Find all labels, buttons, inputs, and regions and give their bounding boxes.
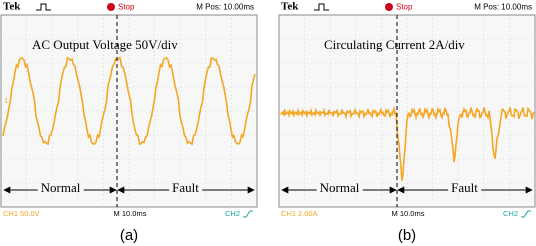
region-label: Fault bbox=[451, 180, 478, 195]
stop-dot bbox=[107, 3, 115, 11]
caption: (a) bbox=[120, 227, 138, 244]
channel-1-scale: 50.0V bbox=[20, 209, 40, 218]
channel-1: CH1 bbox=[3, 209, 18, 218]
channel-2: CH2 bbox=[503, 209, 518, 218]
channel-1-scale: 2.00A bbox=[298, 209, 318, 218]
channel-marker: 1 bbox=[4, 98, 8, 105]
status: Stop bbox=[118, 3, 135, 12]
region-label: Normal bbox=[320, 180, 360, 195]
region-label: Normal bbox=[41, 180, 81, 195]
trigger-icon bbox=[36, 4, 51, 10]
position: M Pos: 10.00ms bbox=[474, 3, 532, 12]
caption: (b) bbox=[398, 227, 416, 244]
brand: Tek bbox=[3, 1, 21, 13]
region-label: Fault bbox=[172, 180, 199, 195]
trigger-icon bbox=[314, 4, 329, 10]
stop-dot bbox=[385, 3, 393, 11]
channel-2: CH2 bbox=[225, 209, 240, 218]
position: M Pos: 10.00ms bbox=[196, 3, 254, 12]
figure: Tek Stop M Pos: 10.00ms 1 AC Output Voltage … bbox=[0, 0, 536, 246]
channel-1: CH1 bbox=[281, 209, 296, 218]
brand: Tek bbox=[281, 1, 299, 13]
status: Stop bbox=[396, 3, 413, 12]
slope-icon bbox=[243, 211, 253, 217]
slope-icon bbox=[521, 211, 531, 217]
annotation: Circulating Current 2A/div bbox=[324, 37, 465, 52]
annotation: AC Output Voltage 50V/div bbox=[32, 37, 178, 52]
timebase: M 10.0ms bbox=[114, 209, 147, 218]
scope-panel: Tek Stop M Pos: 10.00ms 1 AC Output Voltage … bbox=[1, 1, 257, 244]
scope-panel: Tek Stop M Pos: 10.00ms 1 Circulating Curren… bbox=[279, 1, 535, 244]
timebase: M 10.0ms bbox=[392, 209, 425, 218]
channel-marker: 1 bbox=[282, 110, 286, 117]
